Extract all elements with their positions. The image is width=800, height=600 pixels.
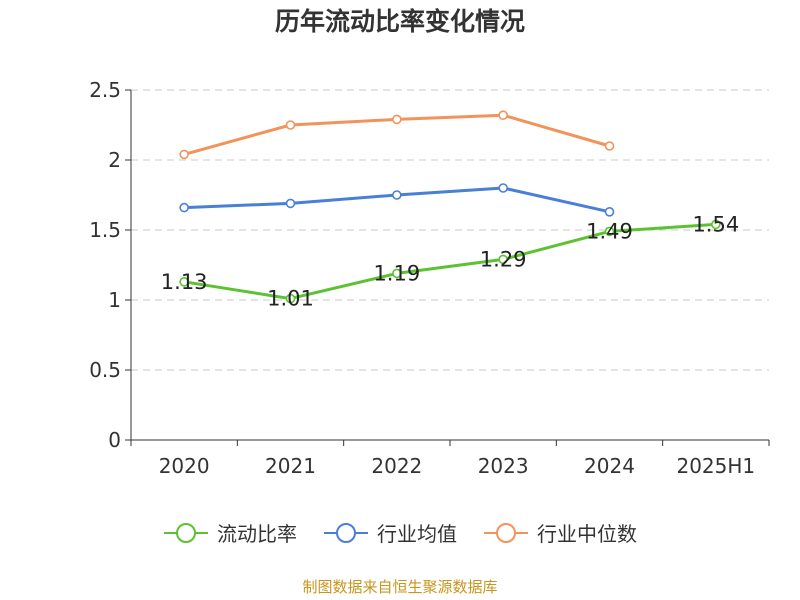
legend-item[interactable]: 流动比率 — [163, 518, 297, 547]
data-point — [392, 268, 402, 279]
data-label: 1.49 — [586, 219, 633, 243]
data-point — [285, 293, 296, 304]
y-tick-label: 1.5 — [89, 218, 121, 242]
x-tick-label: 2021 — [265, 454, 316, 478]
y-tick-label: 0 — [108, 428, 121, 452]
x-tick-label: 2022 — [371, 454, 422, 478]
source-note: 制图数据来自恒生聚源数据库 — [302, 578, 498, 596]
legend-line-marker-icon — [164, 522, 208, 543]
data-point — [179, 202, 189, 213]
data-point — [179, 149, 189, 160]
data-label: 1.19 — [373, 261, 420, 285]
x-tick-label: 2020 — [159, 454, 210, 478]
y-tick-label: 2 — [108, 148, 121, 172]
data-point — [498, 183, 508, 193]
data-point — [604, 141, 615, 151]
data-point — [285, 120, 296, 130]
chart-title: 历年流动比率变化情况 — [274, 7, 525, 36]
data-point — [392, 190, 402, 200]
x-tick-label: 2024 — [584, 454, 635, 478]
data-label: 1.01 — [267, 287, 314, 311]
data-point — [179, 276, 189, 287]
legend-item[interactable]: 行业中位数 — [483, 518, 637, 547]
data-point — [604, 207, 615, 217]
y-tick-label: 0.5 — [89, 358, 121, 382]
series-line-0 — [183, 222, 716, 301]
x-tick-label: 2023 — [478, 454, 529, 478]
data-point — [711, 219, 721, 230]
legend-label: 行业均值 — [377, 522, 457, 546]
legend-label: 流动比率 — [217, 522, 297, 546]
legend: 流动比率 行业均值 行业中位数 — [0, 518, 800, 547]
data-label: 1.13 — [161, 270, 208, 294]
data-label: 1.54 — [692, 212, 739, 236]
data-point — [285, 198, 296, 209]
data-point — [498, 110, 508, 120]
legend-label: 行业中位数 — [537, 522, 637, 546]
x-tick-label: 2025H1 — [676, 454, 755, 478]
legend-line-marker-icon — [484, 522, 528, 543]
legend-line-marker-icon — [324, 522, 368, 543]
legend-item[interactable]: 行业均值 — [323, 518, 457, 547]
data-point — [604, 226, 615, 237]
data-point — [392, 114, 402, 125]
y-tick-label: 2.5 — [89, 78, 121, 102]
y-tick-label: 1 — [108, 288, 121, 312]
data-point — [498, 254, 508, 265]
data-label: 1.29 — [480, 247, 527, 271]
